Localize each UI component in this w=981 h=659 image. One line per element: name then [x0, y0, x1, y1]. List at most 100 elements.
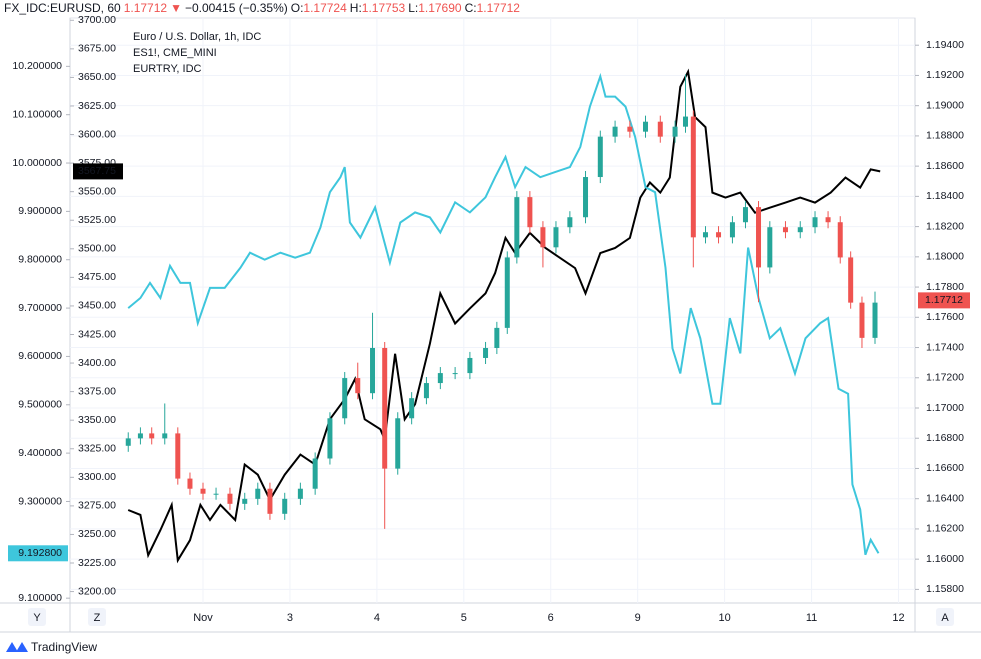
candle-body — [423, 383, 429, 399]
marks — [125, 68, 881, 564]
left-tick-label: 9.900000 — [18, 205, 62, 217]
z-button[interactable]: Z — [94, 612, 101, 624]
symbol-header: FX_IDC:EURUSD, 60 1.17712 ▼ −0.00415 (−0.35… — [4, 1, 526, 15]
grid — [70, 18, 915, 603]
ohlc-value: 1.17724 — [303, 1, 347, 15]
candle-body — [267, 488, 273, 514]
candle-body — [282, 498, 288, 514]
inner-tick-label: 3275.00 — [78, 500, 116, 512]
inner-tick-label: 3300.00 — [78, 471, 116, 483]
inner-tick-label: 3325.00 — [78, 443, 116, 455]
auto-button[interactable]: A — [941, 612, 949, 624]
x-tick-label: 5 — [461, 612, 467, 624]
y-tick-label: 1.16200 — [926, 523, 964, 535]
last-price: 1.17712 — [123, 1, 168, 15]
left-tick-label: 9.100000 — [18, 592, 62, 604]
ohlc-label: C: — [464, 1, 477, 15]
y-tick-label: 1.16000 — [926, 553, 964, 565]
candle-body — [612, 126, 618, 137]
ohlc-value: 1.17712 — [476, 1, 520, 15]
y-tick-label: 1.18000 — [926, 251, 964, 263]
x-tick-label: 6 — [548, 612, 554, 624]
candle-body — [504, 257, 510, 328]
overlay-line — [127, 68, 881, 564]
left-tick-label: 9.800000 — [18, 254, 62, 266]
inner-tick-label: 3675.00 — [78, 43, 116, 55]
candle-body — [242, 498, 248, 504]
last-price-label: 1.17712 — [925, 294, 963, 306]
ohlc-label: H: — [349, 1, 362, 15]
brand-logo — [6, 642, 28, 652]
candle-body — [643, 121, 649, 132]
candle-body — [553, 227, 559, 248]
x-tick-label: 11 — [806, 612, 817, 624]
candle-body — [175, 433, 181, 479]
left-tick-label: 9.400000 — [18, 447, 62, 459]
candle-body — [342, 378, 348, 419]
y-tick-label: 1.17800 — [926, 281, 964, 293]
ohlc-label: L: — [408, 1, 419, 15]
left-tick-label: 9.500000 — [18, 399, 62, 411]
brand[interactable]: TradingView — [31, 640, 97, 654]
y-tick-label: 1.18200 — [926, 220, 964, 232]
y-tick-label: 1.17600 — [926, 311, 964, 323]
candle-body — [409, 398, 415, 419]
candle-body — [467, 357, 473, 374]
candle-body — [355, 378, 361, 394]
candle-body — [200, 488, 206, 494]
inner-tick-label: 3525.00 — [78, 214, 116, 226]
candle-body — [729, 222, 735, 238]
y-tick-label: 1.17000 — [926, 402, 964, 414]
labels: Nov 3 4 5 6 9 10 11 12 1.19400 1.19200 1.19000 1.188… — [8, 14, 970, 624]
candle-body — [583, 177, 589, 218]
candle-body — [125, 438, 131, 446]
legend-entry: EURTRY, IDC — [133, 63, 202, 75]
x-tick-label: 3 — [287, 612, 293, 624]
ohlc-value: 1.17690 — [418, 1, 462, 15]
candle-body — [149, 433, 155, 439]
left-tick-label: 10.000000 — [12, 157, 62, 169]
candle-body — [514, 197, 520, 258]
candle-body — [812, 217, 818, 228]
legend-main: Euro / U.S. Dollar, 1h, IDC — [133, 31, 261, 43]
x-tick-label: Nov — [193, 612, 213, 624]
last-price-tag — [918, 292, 970, 309]
auto-button-bg — [936, 608, 954, 626]
inner-tick-label: 3225.00 — [78, 557, 116, 569]
candle-body — [756, 207, 762, 268]
overlay-line — [127, 72, 880, 556]
candle-body — [767, 227, 773, 268]
candle-body — [312, 458, 318, 489]
candle-body — [782, 227, 788, 233]
candle-body — [797, 227, 803, 233]
inner-tick-label: 3625.00 — [78, 100, 116, 112]
overlay-tag-label: 9.192800 — [18, 547, 62, 559]
candle-body — [742, 207, 748, 223]
candle-body — [452, 373, 458, 375]
overlay-tag — [8, 545, 68, 562]
overlay-tag-label: 3567.75 — [78, 165, 116, 177]
candle-body — [702, 232, 708, 238]
candle-body — [137, 433, 143, 439]
candle-body — [597, 136, 603, 178]
candle-body — [227, 493, 233, 504]
y-button[interactable]: Y — [33, 612, 41, 624]
inner-tick-label: 3250.00 — [78, 528, 116, 540]
candle-body — [327, 418, 333, 459]
left-tick-label: 10.100000 — [12, 108, 62, 120]
left-tick-label: 10.200000 — [12, 60, 62, 72]
candle-body — [483, 347, 489, 358]
x-tick-label: 9 — [635, 612, 641, 624]
y-tick-label: 1.17400 — [926, 341, 964, 353]
symbol[interactable]: FX_IDC:EURUSD, 60 — [4, 1, 121, 15]
y-tick-label: 1.18600 — [926, 160, 964, 172]
y-tick-label: 1.17200 — [926, 372, 964, 384]
candle-body — [657, 121, 663, 137]
candle-body — [690, 116, 696, 238]
inner-tick-label: 3450.00 — [78, 300, 116, 312]
y-tick-label: 1.16800 — [926, 432, 964, 444]
candle-body — [672, 126, 678, 137]
left-tick-label: 9.600000 — [18, 350, 62, 362]
plot-frame — [69, 17, 916, 604]
